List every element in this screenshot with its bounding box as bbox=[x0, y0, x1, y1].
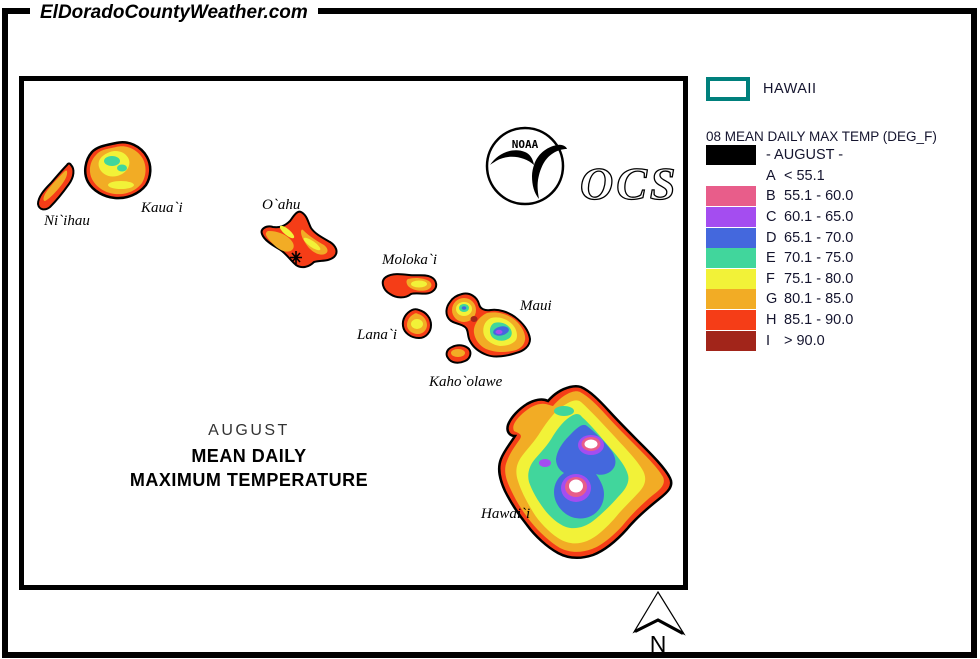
legend-swatch-e bbox=[706, 248, 756, 269]
island-hawaii bbox=[497, 385, 673, 559]
legend-code: D bbox=[766, 229, 777, 246]
island-kahoolawe bbox=[445, 344, 472, 364]
island-molokai bbox=[381, 273, 438, 299]
label-niihau: Ni`ihau bbox=[44, 213, 90, 229]
legend-row-a: A < 55.1 bbox=[706, 166, 853, 187]
legend-code: I bbox=[766, 332, 771, 349]
legend-row-e: E 70.1 - 75.0 bbox=[706, 248, 853, 269]
label-oahu: O`ahu bbox=[262, 197, 301, 213]
caption-line2: MEAN DAILY bbox=[191, 446, 307, 466]
legend-row-f: F 75.1 - 80.0 bbox=[706, 268, 854, 290]
legend-swatch-b bbox=[706, 186, 756, 207]
legend-rows: - AUGUST - A < 55.1 B 55.1 - 60.0 C 60.1… bbox=[706, 145, 853, 351]
legend-swatch-c bbox=[706, 207, 756, 228]
island-niihau bbox=[36, 162, 75, 211]
label-molokai: Moloka`i bbox=[382, 252, 437, 268]
island-kauai bbox=[83, 141, 152, 200]
label-lanai: Lana`i bbox=[357, 327, 398, 343]
legend-row-d: D 65.1 - 70.0 bbox=[706, 227, 853, 248]
hawaii-map-graphic: NOAA OCS bbox=[36, 126, 678, 559]
map-caption: AUGUST MEAN DAILY MAXIMUM TEMPERATURE bbox=[84, 422, 414, 492]
region-label: HAWAII bbox=[763, 81, 817, 97]
legend-code: B bbox=[766, 188, 776, 205]
legend-code: E bbox=[766, 250, 776, 267]
ocs-logo-text: OCS bbox=[580, 158, 678, 209]
legend-swatch-black bbox=[706, 145, 756, 166]
north-arrow-label: N bbox=[650, 631, 667, 657]
legend-code: A bbox=[766, 167, 776, 184]
legend-range: 80.1 - 85.0 bbox=[784, 291, 854, 308]
legend-range: 65.1 - 70.0 bbox=[784, 229, 854, 246]
legend-row-b: B 55.1 - 60.0 bbox=[706, 186, 853, 207]
legend-panel: HAWAII 08 MEAN DAILY MAX TEMP (DEG_F) - … bbox=[706, 77, 966, 351]
legend-row-g: G 80.1 - 85.0 bbox=[706, 289, 853, 310]
island-lanai bbox=[401, 308, 433, 340]
legend-code: F bbox=[766, 270, 775, 287]
label-maui: Maui bbox=[520, 298, 552, 314]
legend-swatch-d bbox=[706, 227, 756, 248]
island-maui bbox=[445, 292, 532, 358]
legend-row-h: H 85.1 - 90.0 bbox=[706, 310, 853, 331]
site-banner[interactable]: ElDoradoCountyWeather.com bbox=[30, 0, 318, 26]
legend-range: > 90.0 bbox=[784, 332, 825, 349]
noaa-logo-text: NOAA bbox=[512, 138, 539, 151]
label-kahoolawe: Kaho`olawe bbox=[429, 374, 503, 390]
legend-swatch-i bbox=[706, 330, 756, 351]
legend-code: C bbox=[766, 209, 777, 226]
page-border-frame bbox=[2, 8, 977, 658]
legend-code: H bbox=[766, 312, 777, 329]
legend-range: 70.1 - 75.0 bbox=[784, 250, 854, 267]
hawaii-map-frame: NOAA OCS Ni`ihau Kaua`i O`ahu Moloka`i L… bbox=[19, 76, 688, 590]
label-hawaii: Hawai`i bbox=[481, 506, 531, 522]
legend-swatch-f bbox=[706, 268, 756, 289]
caption-line3: MAXIMUM TEMPERATURE bbox=[129, 470, 369, 490]
city-star-marker bbox=[290, 251, 302, 264]
legend-subtitle: - AUGUST - bbox=[766, 147, 844, 164]
region-box bbox=[706, 77, 750, 101]
legend-range: 55.1 - 60.0 bbox=[784, 188, 854, 205]
legend-swatch-a bbox=[706, 166, 756, 186]
legend-range: 60.1 - 65.0 bbox=[784, 209, 854, 226]
legend-range: 85.1 - 90.0 bbox=[784, 312, 854, 329]
legend-row-c: C 60.1 - 65.0 bbox=[706, 207, 853, 228]
noaa-bird-icon bbox=[490, 150, 534, 165]
legend-swatch-g bbox=[706, 289, 756, 310]
label-kauai: Kaua`i bbox=[141, 200, 183, 216]
legend-range: 75.1 - 80.0 bbox=[784, 270, 854, 287]
noaa-logo: NOAA bbox=[485, 126, 567, 206]
north-arrow: N bbox=[632, 590, 686, 657]
legend-code: G bbox=[766, 291, 778, 308]
legend-subtitle-row: - AUGUST - bbox=[706, 145, 853, 166]
region-indicator: HAWAII bbox=[706, 77, 966, 101]
island-oahu bbox=[260, 210, 338, 269]
legend-title: 08 MEAN DAILY MAX TEMP (DEG_F) bbox=[706, 129, 937, 144]
caption-month: AUGUST bbox=[208, 422, 290, 439]
legend-row-i: I > 90.0 bbox=[706, 330, 853, 351]
legend-range: < 55.1 bbox=[784, 167, 825, 184]
legend-swatch-h bbox=[706, 310, 756, 331]
